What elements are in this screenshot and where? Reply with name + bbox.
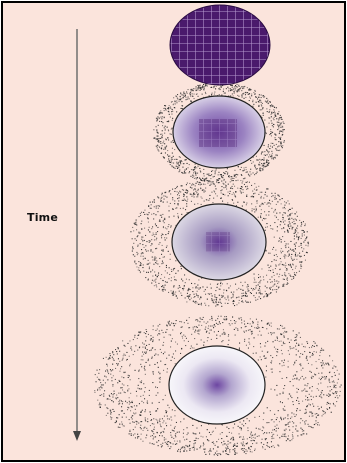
stage-2 bbox=[172, 95, 266, 169]
stage-2-residual-grid bbox=[199, 119, 237, 147]
stage-3-residual-grid bbox=[206, 232, 230, 252]
stage-2-dots bbox=[153, 82, 285, 184]
stage-3 bbox=[171, 203, 267, 281]
time-axis-arrow bbox=[73, 29, 81, 441]
stage-1-particle bbox=[169, 4, 271, 86]
stage-4-particle bbox=[168, 345, 266, 425]
stage-1 bbox=[169, 4, 271, 86]
stage-4-dots bbox=[94, 315, 342, 456]
stage-3-dots bbox=[130, 178, 309, 307]
stage-4 bbox=[168, 345, 266, 425]
time-axis-label: Time bbox=[27, 211, 58, 224]
diagram-canvas bbox=[73, 4, 342, 456]
arrow-head-icon bbox=[73, 431, 81, 441]
